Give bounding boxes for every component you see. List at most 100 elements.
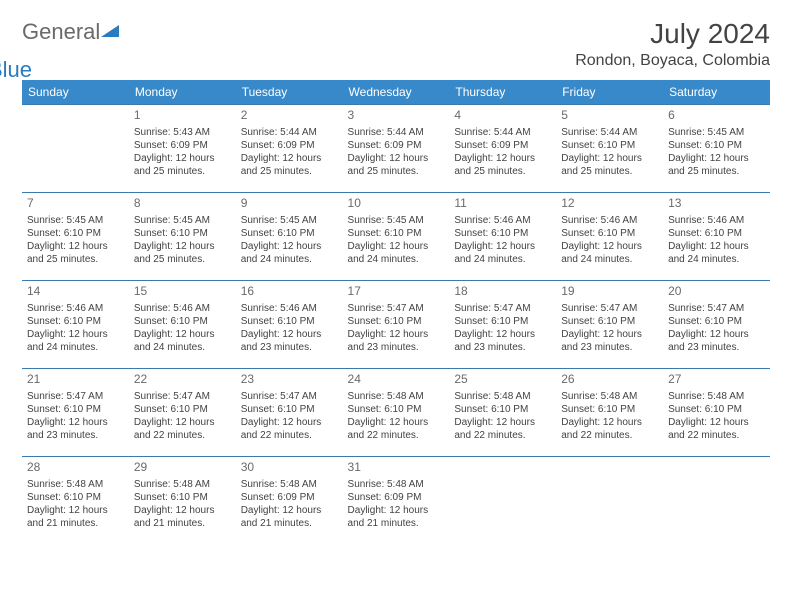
day-number: 2 xyxy=(241,108,338,124)
brand-part2: Blue xyxy=(0,60,87,80)
day-info-line: Daylight: 12 hours xyxy=(241,152,338,165)
day-number: 13 xyxy=(668,196,765,212)
day-number: 27 xyxy=(668,372,765,388)
day-info-line: and 24 minutes. xyxy=(241,253,338,266)
weekday-header: Tuesday xyxy=(236,80,343,105)
day-info-line: Daylight: 12 hours xyxy=(27,328,124,341)
day-info-line: and 24 minutes. xyxy=(134,341,231,354)
day-info-line: and 21 minutes. xyxy=(241,517,338,530)
month-title: July 2024 xyxy=(575,18,770,50)
weekday-header: Monday xyxy=(129,80,236,105)
day-info-line: and 25 minutes. xyxy=(27,253,124,266)
calendar-day-cell: 8Sunrise: 5:45 AMSunset: 6:10 PMDaylight… xyxy=(129,193,236,281)
calendar-week-row: 7Sunrise: 5:45 AMSunset: 6:10 PMDaylight… xyxy=(22,193,770,281)
calendar-day-cell: 21Sunrise: 5:47 AMSunset: 6:10 PMDayligh… xyxy=(22,369,129,457)
day-info-line: Sunset: 6:10 PM xyxy=(134,491,231,504)
calendar-day-cell: 3Sunrise: 5:44 AMSunset: 6:09 PMDaylight… xyxy=(343,105,450,193)
day-number: 6 xyxy=(668,108,765,124)
calendar-head: SundayMondayTuesdayWednesdayThursdayFrid… xyxy=(22,80,770,105)
calendar-day-cell: 17Sunrise: 5:47 AMSunset: 6:10 PMDayligh… xyxy=(343,281,450,369)
day-number: 9 xyxy=(241,196,338,212)
day-info-line: Sunset: 6:10 PM xyxy=(668,227,765,240)
day-number: 11 xyxy=(454,196,551,212)
day-info-line: Sunrise: 5:46 AM xyxy=(27,302,124,315)
day-info-line: Sunrise: 5:48 AM xyxy=(348,478,445,491)
day-info-line: and 25 minutes. xyxy=(134,253,231,266)
day-info-line: Daylight: 12 hours xyxy=(668,152,765,165)
day-info-line: Sunset: 6:10 PM xyxy=(454,403,551,416)
day-info-line: Sunrise: 5:45 AM xyxy=(668,126,765,139)
calendar-day-cell: 25Sunrise: 5:48 AMSunset: 6:10 PMDayligh… xyxy=(449,369,556,457)
calendar-day-cell: 11Sunrise: 5:46 AMSunset: 6:10 PMDayligh… xyxy=(449,193,556,281)
day-number: 14 xyxy=(27,284,124,300)
day-number: 1 xyxy=(134,108,231,124)
weekday-header: Friday xyxy=(556,80,663,105)
calendar-week-row: 21Sunrise: 5:47 AMSunset: 6:10 PMDayligh… xyxy=(22,369,770,457)
day-info-line: Sunset: 6:10 PM xyxy=(561,403,658,416)
day-info-line: Daylight: 12 hours xyxy=(561,240,658,253)
day-info-line: Sunrise: 5:46 AM xyxy=(454,214,551,227)
day-info-line: Daylight: 12 hours xyxy=(27,416,124,429)
day-info-line: Sunset: 6:09 PM xyxy=(134,139,231,152)
day-info-line: and 24 minutes. xyxy=(348,253,445,266)
day-info-line: Sunset: 6:10 PM xyxy=(241,403,338,416)
day-number: 7 xyxy=(27,196,124,212)
day-info-line: Daylight: 12 hours xyxy=(561,416,658,429)
day-info-line: and 23 minutes. xyxy=(241,341,338,354)
day-info-line: and 22 minutes. xyxy=(561,429,658,442)
day-info-line: and 24 minutes. xyxy=(561,253,658,266)
day-info-line: Sunrise: 5:47 AM xyxy=(27,390,124,403)
calendar-day-cell xyxy=(663,457,770,545)
day-info-line: Sunset: 6:10 PM xyxy=(668,403,765,416)
day-info-line: Sunrise: 5:48 AM xyxy=(454,390,551,403)
day-number: 3 xyxy=(348,108,445,124)
day-number: 22 xyxy=(134,372,231,388)
day-info-line: Sunrise: 5:47 AM xyxy=(561,302,658,315)
day-info-line: Sunset: 6:10 PM xyxy=(27,491,124,504)
day-info-line: Daylight: 12 hours xyxy=(454,328,551,341)
day-info-line: Sunrise: 5:46 AM xyxy=(241,302,338,315)
day-info-line: Daylight: 12 hours xyxy=(241,240,338,253)
day-info-line: Daylight: 12 hours xyxy=(348,328,445,341)
day-number: 12 xyxy=(561,196,658,212)
day-info-line: Sunset: 6:09 PM xyxy=(348,139,445,152)
day-info-line: and 24 minutes. xyxy=(27,341,124,354)
day-info-line: Daylight: 12 hours xyxy=(561,328,658,341)
day-info-line: Sunset: 6:09 PM xyxy=(241,139,338,152)
calendar-day-cell: 6Sunrise: 5:45 AMSunset: 6:10 PMDaylight… xyxy=(663,105,770,193)
weekday-header: Saturday xyxy=(663,80,770,105)
day-info-line: Daylight: 12 hours xyxy=(454,416,551,429)
calendar-day-cell: 20Sunrise: 5:47 AMSunset: 6:10 PMDayligh… xyxy=(663,281,770,369)
calendar-body: 1Sunrise: 5:43 AMSunset: 6:09 PMDaylight… xyxy=(22,105,770,545)
day-info-line: and 24 minutes. xyxy=(454,253,551,266)
day-info-line: Daylight: 12 hours xyxy=(668,416,765,429)
calendar-day-cell: 13Sunrise: 5:46 AMSunset: 6:10 PMDayligh… xyxy=(663,193,770,281)
day-info-line: Sunset: 6:10 PM xyxy=(241,227,338,240)
day-info-line: and 23 minutes. xyxy=(348,341,445,354)
day-info-line: Sunset: 6:10 PM xyxy=(561,227,658,240)
calendar-day-cell: 26Sunrise: 5:48 AMSunset: 6:10 PMDayligh… xyxy=(556,369,663,457)
day-info-line: and 23 minutes. xyxy=(561,341,658,354)
day-info-line: Sunrise: 5:46 AM xyxy=(561,214,658,227)
day-info-line: Sunset: 6:10 PM xyxy=(241,315,338,328)
day-info-line: and 21 minutes. xyxy=(348,517,445,530)
day-info-line: and 25 minutes. xyxy=(561,165,658,178)
calendar-day-cell: 29Sunrise: 5:48 AMSunset: 6:10 PMDayligh… xyxy=(129,457,236,545)
brand-part1: General xyxy=(22,22,100,42)
calendar-week-row: 1Sunrise: 5:43 AMSunset: 6:09 PMDaylight… xyxy=(22,105,770,193)
calendar-day-cell: 12 Sunrise: 5:46 AMSunset: 6:10 PMDayligh… xyxy=(556,193,663,281)
day-info-line: Sunrise: 5:48 AM xyxy=(27,478,124,491)
calendar-day-cell: 9Sunrise: 5:45 AMSunset: 6:10 PMDaylight… xyxy=(236,193,343,281)
day-info-line: Sunset: 6:09 PM xyxy=(241,491,338,504)
calendar-week-row: 28Sunrise: 5:48 AMSunset: 6:10 PMDayligh… xyxy=(22,457,770,545)
day-info-line: Sunrise: 5:48 AM xyxy=(134,478,231,491)
day-info-line: and 23 minutes. xyxy=(668,341,765,354)
calendar-week-row: 14Sunrise: 5:46 AMSunset: 6:10 PMDayligh… xyxy=(22,281,770,369)
brand-triangle-icon xyxy=(101,25,119,37)
day-info-line: Sunrise: 5:48 AM xyxy=(561,390,658,403)
location-text: Rondon, Boyaca, Colombia xyxy=(575,52,770,70)
day-info-line: Sunrise: 5:48 AM xyxy=(241,478,338,491)
day-info-line: Daylight: 12 hours xyxy=(348,152,445,165)
calendar-day-cell: 18Sunrise: 5:47 AMSunset: 6:10 PMDayligh… xyxy=(449,281,556,369)
day-info-line: Sunset: 6:10 PM xyxy=(134,227,231,240)
